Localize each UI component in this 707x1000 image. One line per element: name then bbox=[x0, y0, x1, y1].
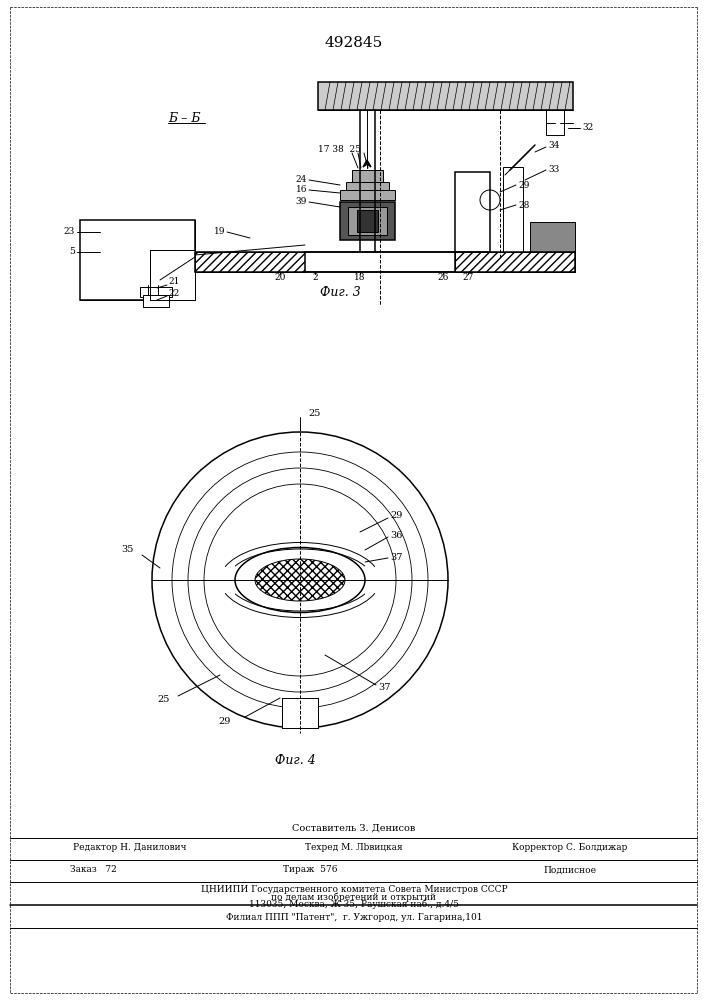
Bar bbox=[455, 252, 575, 272]
Bar bbox=[503, 167, 523, 252]
Bar bbox=[305, 252, 455, 272]
Text: Тираж  576: Тираж 576 bbox=[283, 865, 337, 874]
Text: 23: 23 bbox=[64, 228, 75, 236]
Text: 32: 32 bbox=[582, 123, 593, 132]
Text: по делам изобретений и открытий: по делам изобретений и открытий bbox=[271, 892, 436, 902]
Text: ЦНИИПИ Государственного комитета Совета Министров СССР: ЦНИИПИ Государственного комитета Совета … bbox=[201, 886, 508, 894]
Text: Редактор Н. Данилович: Редактор Н. Данилович bbox=[74, 844, 187, 852]
Text: 29: 29 bbox=[518, 180, 530, 190]
Bar bbox=[282, 698, 318, 728]
Text: Составитель З. Денисов: Составитель З. Денисов bbox=[293, 824, 416, 832]
Bar bbox=[352, 170, 383, 182]
Text: 22: 22 bbox=[168, 288, 180, 298]
Text: Филиал ППП "Патент",  г. Ужгород, ул. Гагарина,101: Филиал ППП "Патент", г. Ужгород, ул. Гаг… bbox=[226, 912, 482, 922]
Ellipse shape bbox=[255, 559, 345, 601]
Ellipse shape bbox=[235, 548, 365, 612]
Text: 17 38  25: 17 38 25 bbox=[318, 145, 361, 154]
Bar bbox=[340, 190, 395, 200]
Text: Фиг. 4: Фиг. 4 bbox=[274, 754, 315, 766]
Text: 36: 36 bbox=[390, 530, 402, 540]
Text: Корректор С. Болдижар: Корректор С. Болдижар bbox=[513, 844, 628, 852]
Text: 24: 24 bbox=[296, 176, 307, 184]
Text: 2: 2 bbox=[312, 272, 318, 282]
Text: 21: 21 bbox=[168, 277, 180, 286]
Text: 25: 25 bbox=[158, 696, 170, 704]
Text: 19: 19 bbox=[214, 228, 225, 236]
Text: 39: 39 bbox=[296, 198, 307, 207]
Bar bbox=[143, 295, 169, 307]
Text: 20: 20 bbox=[274, 272, 286, 282]
Text: 35: 35 bbox=[122, 546, 134, 554]
Text: 18: 18 bbox=[354, 272, 366, 282]
Bar bbox=[80, 220, 195, 300]
Bar bbox=[348, 207, 387, 235]
Text: 37: 37 bbox=[390, 554, 402, 562]
Text: Фиг. 3: Фиг. 3 bbox=[320, 286, 361, 298]
Text: 16: 16 bbox=[296, 186, 307, 194]
Bar bbox=[455, 172, 490, 252]
Bar bbox=[340, 202, 395, 240]
Bar bbox=[140, 287, 172, 297]
Text: Техред М. Лbвицкая: Техред М. Лbвицкая bbox=[305, 844, 403, 852]
Bar bbox=[455, 252, 575, 272]
Text: 29: 29 bbox=[390, 510, 402, 520]
Bar bbox=[80, 220, 195, 300]
Bar bbox=[346, 182, 389, 190]
Bar bbox=[530, 222, 575, 252]
Text: 25: 25 bbox=[308, 410, 320, 418]
Text: Б – Б: Б – Б bbox=[168, 111, 201, 124]
Bar bbox=[318, 82, 573, 110]
Text: 29: 29 bbox=[218, 718, 231, 726]
Bar bbox=[195, 252, 305, 272]
Text: 33: 33 bbox=[548, 165, 559, 174]
Text: 34: 34 bbox=[548, 140, 559, 149]
Text: 113035, Москва, Ж 35, Раушская наб., д.4/5: 113035, Москва, Ж 35, Раушская наб., д.4… bbox=[249, 899, 459, 909]
Text: 492845: 492845 bbox=[325, 36, 383, 50]
Text: 28: 28 bbox=[518, 200, 530, 210]
Bar bbox=[150, 250, 195, 300]
Polygon shape bbox=[363, 160, 371, 167]
Text: 5: 5 bbox=[69, 247, 75, 256]
Text: 26: 26 bbox=[438, 272, 449, 282]
Text: 27: 27 bbox=[462, 272, 474, 282]
Text: Подписное: Подписное bbox=[544, 865, 597, 874]
Bar bbox=[357, 210, 378, 232]
Text: 37: 37 bbox=[378, 684, 390, 692]
Text: Заказ   72: Заказ 72 bbox=[70, 865, 117, 874]
Bar bbox=[546, 110, 564, 135]
